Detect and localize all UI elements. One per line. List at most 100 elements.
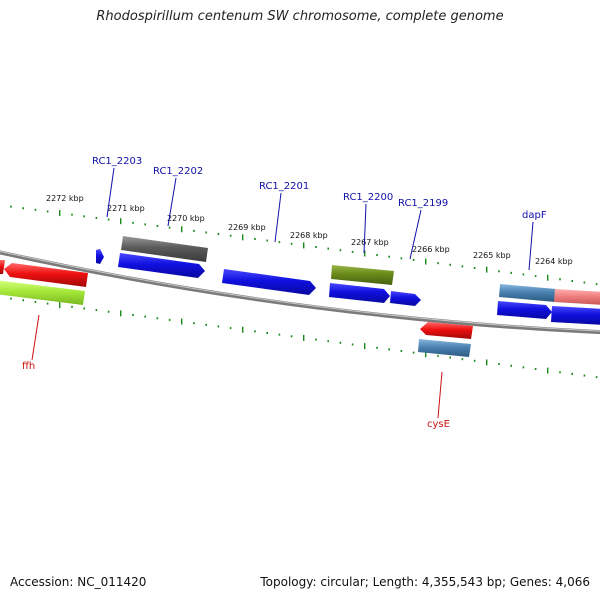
scale-minor-tick <box>388 348 390 351</box>
scale-major-tick <box>486 359 488 366</box>
scale-major-tick <box>364 250 366 257</box>
kbp-label-2267: 2267 kbp <box>351 238 389 247</box>
scale-minor-tick <box>473 359 476 362</box>
scale-minor-tick <box>327 247 329 250</box>
kbp-label-2272: 2272 kbp <box>46 194 84 203</box>
scale-minor-tick <box>315 338 317 341</box>
gene-rc1-2199[interactable] <box>390 291 421 306</box>
scale-major-tick <box>59 210 61 217</box>
scale-minor-tick <box>315 246 317 249</box>
gene-rc1-2202-gray[interactable] <box>121 236 208 262</box>
map-title: Rhodospirillum centenum SW chromosome, c… <box>96 9 504 24</box>
gene-label-ffh[interactable]: ffh <box>22 361 35 372</box>
scale-minor-tick <box>351 250 354 253</box>
scale-minor-tick <box>34 208 37 211</box>
scale-minor-tick <box>461 265 464 268</box>
scale-minor-tick <box>22 207 24 210</box>
scale-minor-tick <box>10 205 12 208</box>
leader-dapf <box>528 221 534 271</box>
scale-minor-tick <box>290 242 293 245</box>
scale-minor-tick <box>10 297 12 300</box>
scale-minor-tick <box>254 330 256 333</box>
scale-major-tick <box>547 367 549 374</box>
scale-minor-tick <box>522 366 525 369</box>
scale-major-tick <box>425 258 427 265</box>
scale-minor-tick <box>193 229 195 232</box>
kbp-label-2266: 2266 kbp <box>412 245 450 254</box>
scale-minor-tick <box>156 317 159 320</box>
gene-rc1-2203[interactable] <box>96 249 104 264</box>
scale-minor-tick <box>461 358 464 361</box>
scale-minor-tick <box>107 310 110 313</box>
gene-left-edge-red[interactable] <box>0 260 5 274</box>
kbp-label-2268: 2268 kbp <box>290 231 328 240</box>
scale-minor-tick <box>168 318 171 321</box>
scale-minor-tick <box>473 267 476 270</box>
scale-minor-tick <box>46 210 49 213</box>
gene-label-rc1-2203[interactable]: RC1_2203 <box>92 156 142 167</box>
scale-minor-tick <box>534 367 537 370</box>
gene-rc1-2200[interactable] <box>329 283 390 303</box>
scale-minor-tick <box>412 351 415 354</box>
gene-dapf-pink[interactable] <box>554 289 600 305</box>
gene-label-rc1-2199[interactable]: RC1_2199 <box>398 198 448 209</box>
scale-minor-tick <box>22 299 24 302</box>
gene-rc1-2200-olive[interactable] <box>331 265 394 285</box>
scale-minor-tick <box>83 307 85 310</box>
scale-minor-tick <box>229 234 232 237</box>
gene-ffh-red[interactable] <box>4 263 88 287</box>
scale-minor-tick <box>339 341 342 344</box>
gene-cyse-steel[interactable] <box>418 339 471 357</box>
gene-dapf-steel[interactable] <box>499 284 556 302</box>
gene-label-cyse[interactable]: cysE <box>427 419 450 430</box>
gene-label-rc1-2202[interactable]: RC1_2202 <box>153 166 203 177</box>
scale-minor-tick <box>510 271 512 274</box>
scale-minor-tick <box>266 239 268 242</box>
scale-major-tick <box>547 274 549 281</box>
kbp-label-2270: 2270 kbp <box>167 214 205 223</box>
gene-rc1-2202[interactable] <box>118 253 205 278</box>
scale-minor-tick <box>339 249 342 252</box>
scale-minor-tick <box>132 313 134 316</box>
scale-minor-tick <box>498 363 500 366</box>
gene-label-rc1-2201[interactable]: RC1_2201 <box>259 181 309 192</box>
gene-cyse[interactable] <box>420 322 473 339</box>
scale-minor-tick <box>376 346 378 349</box>
chromosome-backbone-highlight <box>0 250 600 332</box>
scale-major-tick <box>425 351 427 358</box>
scale-minor-tick <box>34 300 37 303</box>
scale-major-tick <box>181 318 183 325</box>
scale-minor-tick <box>437 354 439 357</box>
scale-minor-tick <box>583 374 586 377</box>
scale-minor-tick <box>83 215 85 218</box>
gene-dapf-next[interactable] <box>551 306 600 325</box>
scale-minor-tick <box>95 216 98 219</box>
scale-minor-tick <box>534 275 537 278</box>
scale-minor-tick <box>571 372 573 375</box>
scale-minor-tick <box>376 254 378 257</box>
scale-minor-tick <box>449 263 451 266</box>
gene-ffh-lime[interactable] <box>0 280 85 305</box>
scale-minor-tick <box>522 273 525 276</box>
scale-minor-tick <box>437 262 439 265</box>
gene-label-rc1-2200[interactable]: RC1_2200 <box>343 192 393 203</box>
leader-rc1-2200 <box>363 203 367 254</box>
scale-major-tick <box>120 218 122 225</box>
topology-text: Topology: circular; Length: 4,355,543 bp… <box>260 575 590 589</box>
gene-label-dapf[interactable]: dapF <box>522 210 547 221</box>
scale-minor-tick <box>229 327 232 330</box>
scale-minor-tick <box>400 349 403 352</box>
scale-major-tick <box>59 302 61 309</box>
kbp-label-2264: 2264 kbp <box>535 257 573 266</box>
gene-dapf[interactable] <box>497 301 552 319</box>
scale-minor-tick <box>290 335 293 338</box>
scale-minor-tick <box>132 221 134 224</box>
scale-minor-tick <box>595 376 598 379</box>
scale-minor-tick <box>278 241 281 244</box>
kbp-label-2269: 2269 kbp <box>228 223 266 232</box>
scale-major-tick <box>303 334 305 341</box>
scale-minor-tick <box>559 371 561 374</box>
gene-rc1-2201[interactable] <box>222 269 316 295</box>
scale-minor-tick <box>71 213 73 216</box>
